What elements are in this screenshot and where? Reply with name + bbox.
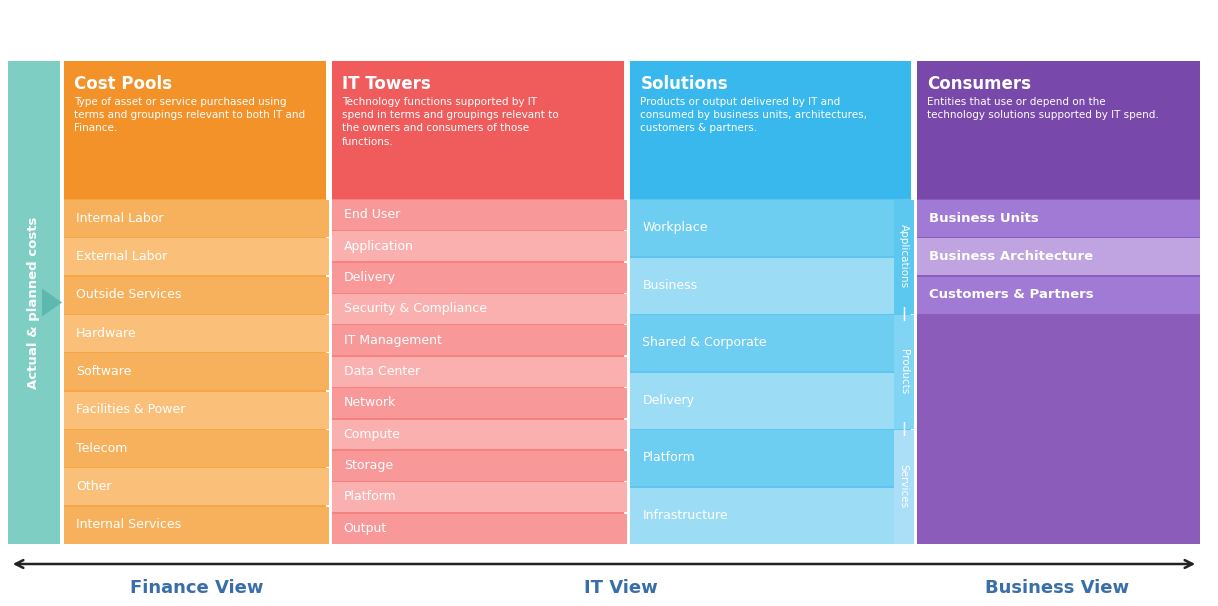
Text: IT Management: IT Management [343, 334, 442, 347]
Text: |: | [901, 422, 906, 436]
Text: Other: Other [76, 480, 112, 493]
Bar [331, 388, 627, 418]
Bar [917, 277, 1200, 313]
Bar [331, 482, 627, 512]
Text: Business: Business [642, 279, 698, 291]
Text: Delivery: Delivery [642, 394, 694, 407]
Text: IT Towers: IT Towers [342, 75, 430, 93]
Bar [65, 468, 329, 505]
Text: Applications: Applications [899, 224, 909, 288]
Text: Entities that use or depend on the
technology solutions supported by IT spend.: Entities that use or depend on the techn… [927, 97, 1158, 120]
Text: Platform: Platform [343, 490, 396, 504]
Text: Network: Network [343, 396, 396, 410]
Text: Business View: Business View [985, 579, 1129, 597]
Text: Shared & Corporate: Shared & Corporate [642, 336, 767, 349]
Text: Compute: Compute [343, 428, 401, 441]
Bar [631, 487, 894, 544]
Text: Technology functions supported by IT
spend in terms and groupings relevant to
th: Technology functions supported by IT spe… [342, 97, 558, 147]
Text: Application: Application [343, 239, 414, 253]
Text: Cost Pools: Cost Pools [74, 75, 172, 93]
Text: Internal Labor: Internal Labor [76, 211, 163, 225]
Bar [331, 419, 627, 450]
Bar [65, 277, 329, 313]
Bar [331, 357, 627, 387]
Bar [631, 61, 911, 199]
Text: Type of asset or service purchased using
terms and groupings relevant to both IT: Type of asset or service purchased using… [74, 97, 306, 133]
Bar [917, 199, 1200, 544]
Text: Telecom: Telecom [76, 442, 128, 454]
Text: Services: Services [899, 464, 909, 508]
Text: Security & Compliance: Security & Compliance [343, 302, 487, 315]
Polygon shape [41, 288, 62, 316]
Bar [631, 200, 894, 256]
Text: Workplace: Workplace [642, 221, 708, 235]
Bar [65, 430, 329, 467]
Text: Customers & Partners: Customers & Partners [929, 288, 1094, 301]
Bar [331, 263, 627, 293]
Text: Delivery: Delivery [343, 271, 396, 284]
Bar [894, 200, 914, 313]
Bar [631, 315, 894, 371]
Bar [331, 451, 627, 481]
Bar [65, 200, 329, 237]
Text: IT View: IT View [585, 579, 658, 597]
Text: Outside Services: Outside Services [76, 288, 181, 301]
Bar [917, 238, 1200, 275]
Text: Actual & planned costs: Actual & planned costs [28, 216, 40, 388]
Bar [917, 61, 1200, 199]
Text: Data Center: Data Center [343, 365, 420, 378]
Text: Finance View: Finance View [129, 579, 263, 597]
Text: Software: Software [76, 365, 132, 378]
Text: |: | [901, 307, 906, 321]
Text: Storage: Storage [343, 459, 393, 472]
Bar [894, 315, 914, 428]
Text: Output: Output [343, 522, 387, 535]
Bar [65, 353, 329, 390]
Bar [917, 200, 1200, 237]
Bar [331, 325, 627, 355]
Text: Facilities & Power: Facilities & Power [76, 404, 185, 416]
Bar [631, 373, 894, 428]
Bar [65, 391, 329, 428]
Text: Products or output delivered by IT and
consumed by business units, architectures: Products or output delivered by IT and c… [641, 97, 867, 133]
Bar [331, 61, 625, 199]
Text: Products: Products [899, 349, 909, 394]
Text: Internal Services: Internal Services [76, 518, 181, 531]
Bar [65, 199, 325, 544]
Bar [65, 238, 329, 275]
Bar [631, 430, 894, 486]
Bar [631, 258, 894, 313]
Bar [65, 315, 329, 352]
Bar [9, 61, 60, 544]
Bar [894, 430, 914, 544]
Text: Business Architecture: Business Architecture [929, 250, 1093, 263]
Bar [331, 200, 627, 230]
Text: Solutions: Solutions [641, 75, 728, 93]
Bar [331, 199, 625, 544]
Bar [331, 231, 627, 261]
Bar [331, 294, 627, 324]
Text: Consumers: Consumers [927, 75, 1030, 93]
Bar [65, 61, 325, 199]
Text: Platform: Platform [642, 451, 695, 464]
Bar [631, 199, 911, 544]
Text: External Labor: External Labor [76, 250, 167, 263]
Bar [65, 507, 329, 544]
Bar [331, 514, 627, 544]
Text: End User: End User [343, 208, 400, 221]
Text: Business Units: Business Units [929, 211, 1039, 225]
Text: Infrastructure: Infrastructure [642, 509, 728, 522]
Text: Hardware: Hardware [76, 327, 136, 340]
